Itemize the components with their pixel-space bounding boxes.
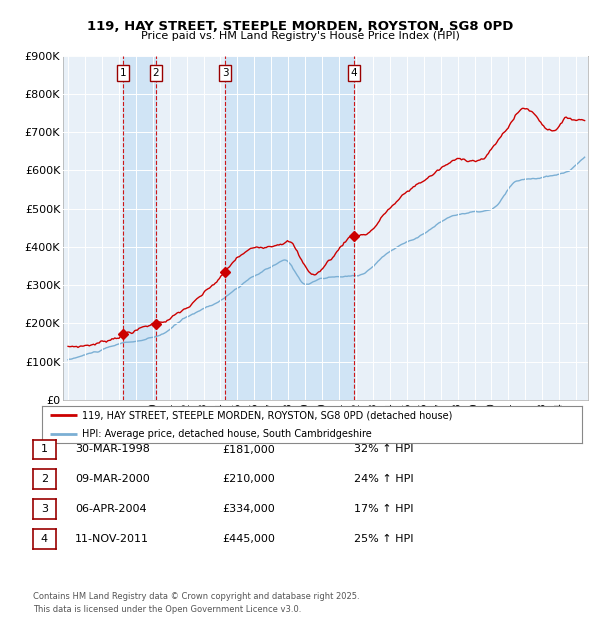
Bar bbox=[225, 56, 353, 400]
Text: 3: 3 bbox=[41, 504, 48, 514]
Text: HPI: Average price, detached house, South Cambridgeshire: HPI: Average price, detached house, Sout… bbox=[83, 429, 372, 439]
Text: £210,000: £210,000 bbox=[222, 474, 275, 484]
Text: Price paid vs. HM Land Registry's House Price Index (HPI): Price paid vs. HM Land Registry's House … bbox=[140, 31, 460, 41]
Text: 3: 3 bbox=[222, 68, 229, 78]
Text: 119, HAY STREET, STEEPLE MORDEN, ROYSTON, SG8 0PD: 119, HAY STREET, STEEPLE MORDEN, ROYSTON… bbox=[87, 20, 513, 33]
Text: 1: 1 bbox=[119, 68, 126, 78]
Bar bbox=[123, 56, 156, 400]
Text: 11-NOV-2011: 11-NOV-2011 bbox=[75, 534, 149, 544]
Text: 09-MAR-2000: 09-MAR-2000 bbox=[75, 474, 150, 484]
Text: This data is licensed under the Open Government Licence v3.0.: This data is licensed under the Open Gov… bbox=[33, 604, 301, 614]
Text: 32% ↑ HPI: 32% ↑ HPI bbox=[354, 445, 413, 454]
Text: 1: 1 bbox=[41, 445, 48, 454]
Text: 25% ↑ HPI: 25% ↑ HPI bbox=[354, 534, 413, 544]
Text: 2: 2 bbox=[152, 68, 159, 78]
Text: 4: 4 bbox=[350, 68, 357, 78]
Text: 17% ↑ HPI: 17% ↑ HPI bbox=[354, 504, 413, 514]
Text: £334,000: £334,000 bbox=[222, 504, 275, 514]
Text: £181,000: £181,000 bbox=[222, 445, 275, 454]
Text: 30-MAR-1998: 30-MAR-1998 bbox=[75, 445, 150, 454]
Text: Contains HM Land Registry data © Crown copyright and database right 2025.: Contains HM Land Registry data © Crown c… bbox=[33, 592, 359, 601]
Text: £445,000: £445,000 bbox=[222, 534, 275, 544]
Text: 2: 2 bbox=[41, 474, 48, 484]
Text: 4: 4 bbox=[41, 534, 48, 544]
Text: 119, HAY STREET, STEEPLE MORDEN, ROYSTON, SG8 0PD (detached house): 119, HAY STREET, STEEPLE MORDEN, ROYSTON… bbox=[83, 410, 453, 420]
Text: 06-APR-2004: 06-APR-2004 bbox=[75, 504, 146, 514]
Text: 24% ↑ HPI: 24% ↑ HPI bbox=[354, 474, 413, 484]
